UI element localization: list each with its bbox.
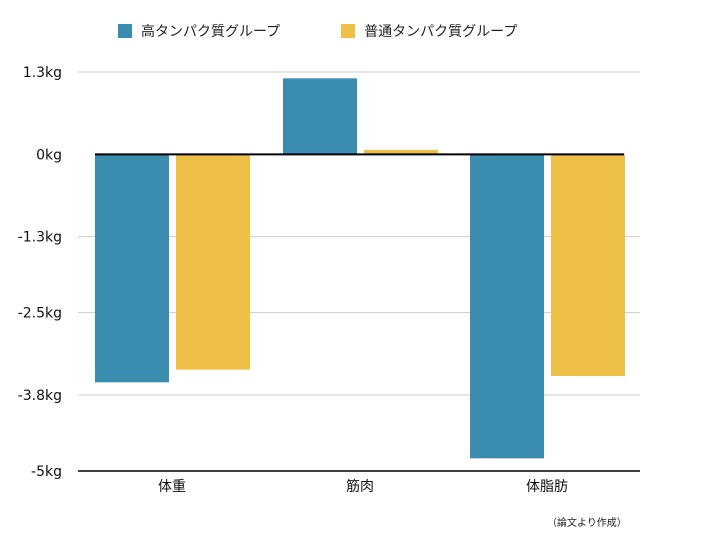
y-tick-label: -1.3kg xyxy=(18,230,62,246)
legend-item-high-protein: 高タンパク質グループ xyxy=(118,21,280,41)
chart-legend: 高タンパク質グループ 普通タンパク質グループ xyxy=(118,21,578,41)
y-tick-label: 1.3kg xyxy=(23,65,62,81)
legend-swatch-high-protein xyxy=(118,24,132,38)
x-category-label: 体脂肪 xyxy=(526,479,568,495)
legend-label-normal-protein: 普通タンパク質グループ xyxy=(364,24,518,40)
legend-label-high-protein: 高タンパク質グループ xyxy=(141,24,281,40)
y-tick-label: -2.5kg xyxy=(18,306,62,322)
legend-item-normal-protein: 普通タンパク質グループ xyxy=(341,21,517,41)
bar-normal-protein-1 xyxy=(364,149,438,155)
source-note: （論文より作成） xyxy=(547,518,627,529)
y-tick-label: -3.8kg xyxy=(18,388,62,404)
y-tick-label: -5kg xyxy=(31,464,62,480)
x-category-label: 体重 xyxy=(158,479,186,495)
bar-normal-protein-2 xyxy=(551,154,625,376)
bar-high-protein-2 xyxy=(470,154,544,459)
bar-normal-protein-0 xyxy=(176,154,250,370)
legend-swatch-normal-protein xyxy=(341,24,356,38)
bar-high-protein-0 xyxy=(95,154,169,383)
bar-high-protein-1 xyxy=(283,78,357,155)
y-tick-label: 0kg xyxy=(36,147,62,163)
x-category-label: 筋肉 xyxy=(346,478,374,495)
